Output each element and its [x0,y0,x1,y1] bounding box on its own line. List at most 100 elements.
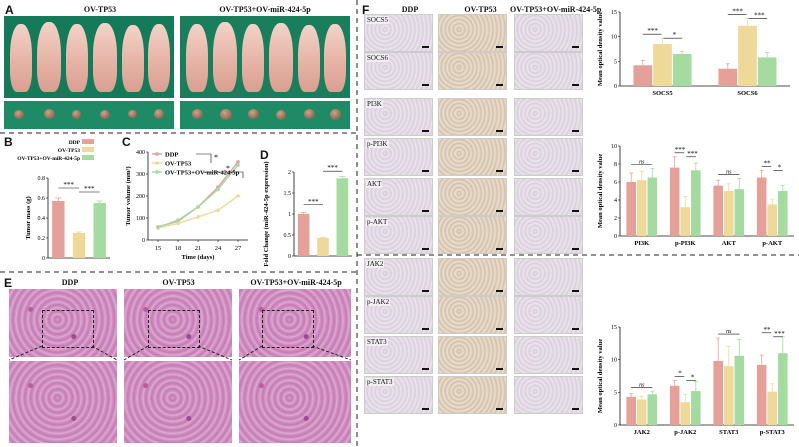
panel-label-e: E [4,276,13,290]
y-tick-label: 0 [614,423,617,429]
bar [778,191,788,236]
y-tick-label: 0 [614,234,617,240]
x-tick-label: p-AKT [762,240,783,247]
he-image-ovtp53-high [124,361,232,443]
sig-label: *** [675,146,686,154]
ihc-row-label-p-pi3k: p-PI3K [366,140,389,148]
panel-label-b: B [4,135,13,149]
bar [633,65,653,86]
sig-bracket [196,153,212,163]
panel-label-a: A [5,3,14,17]
bar [93,203,106,258]
he-image-combo-low [239,289,351,357]
sig-label: ** [763,326,771,334]
x-tick-label: SOCS5 [652,90,673,97]
scale-bar [496,368,503,370]
ihc-image-p-jak2-2 [514,296,583,334]
y-tick-label: 10 [611,358,617,364]
sig-label: *** [687,150,698,158]
data-point [216,187,220,192]
bar [336,178,349,256]
ihc-row-label-socs5: SOCS5 [366,16,390,24]
panel-a-group2-title: OV-TP53+OV-miR-424-5p [219,5,311,14]
ihc-image-p-stat3-1 [438,376,507,414]
sig-label: * [673,31,677,39]
data-point [236,160,240,164]
scale-bar [496,210,503,212]
sig-label: * [214,153,218,162]
y-tick-label: 1 [288,212,291,218]
y-axis-label: Tumor volume (mm³) [125,166,132,225]
y-tick-label: 10 [611,35,617,41]
ihc-image-pi3k-2 [514,98,583,136]
bar [647,394,658,425]
bar [723,366,734,425]
bar [647,177,658,236]
ihc-image-jak2-2 [514,258,583,296]
x-tick-label: 24 [215,245,222,252]
ihc-image-akt-1 [438,178,507,216]
panel-label-f: F [362,3,370,17]
y-tick-label: 0.5 [284,233,292,239]
sig-label: *** [63,181,74,189]
ihc-image-p-pi3k-1 [438,138,507,176]
data-point [216,208,220,213]
legend-label: OV-TP53+OV-miR-424-5p [17,156,80,162]
data-point [156,225,160,230]
ihc-image-akt-2 [514,178,583,216]
y-tick-label: 15 [611,325,617,331]
mice-photo-ov-tp53 [4,16,174,98]
zoom-box-combo [262,310,314,348]
ihc-image-p-jak2-1 [438,296,507,334]
legend-label: DDP [69,140,81,146]
scale-bar [572,84,579,86]
zoom-box-ovtp53 [148,310,200,348]
zoom-box-ddp [42,310,94,348]
socs-density-chart: 0 5 10 15 Mean optical density value SOCS5 SOC… [597,7,790,97]
sig-label: ns [639,160,645,166]
bar [723,191,734,236]
ihc-image-p-akt-1 [438,216,507,254]
scale-bar [422,290,429,292]
y-axis-label: Fold Change (miR-424-5p expression) [263,161,270,266]
jak-stat-density-chart: 0 5 10 15 Mean optical density value JAK2 p-JA… [597,325,794,436]
bar [713,360,723,425]
scale-bar [496,46,503,48]
bar [680,207,691,236]
y-tick-label: 0.4 [38,216,46,222]
legend-label: DDP [165,152,178,159]
data-point [236,163,240,167]
he-image-combo-high [239,361,351,443]
bar [626,396,636,425]
sig-label: * [226,164,230,173]
y-tick-label: 300 [136,172,145,178]
ihc-image-p-stat3-2 [514,376,583,414]
y-tick-label: 200 [136,194,145,200]
y-tick-label: 400 [136,150,145,156]
legend-marker [155,170,159,174]
y-tick-label: 0.6 [38,196,46,202]
tumor-volume-chart: 0 100 200 300 400 15 18 21 24 27 Time (days) Tumor … [125,150,248,261]
scale-bar [572,248,579,250]
x-tick-label: SOCS6 [737,90,758,97]
x-tick-label: PI3K [634,240,649,247]
scale-bar [572,368,579,370]
y-tick-label: 0 [614,84,617,90]
data-point [176,218,180,222]
tumors-photo-ov-tp53 [4,101,174,129]
y-tick-label: 1.5 [284,191,292,197]
ihc-row-label-p-stat3: p-STAT3 [366,378,394,386]
scale-bar [496,408,503,410]
scale-bar [572,46,579,48]
bar [713,185,723,236]
panel-a-group1-title: OV-TP53 [83,5,117,14]
y-tick-label: 2 [288,170,291,176]
scale-bar [422,46,429,48]
legend-label: OV-TP53+OV-miR-424-5p [165,170,240,177]
panel-e-col-combo: OV-TP53+OV-miR-424-5p [250,278,342,287]
y-tick-label: 4 [614,198,617,204]
scale-bar [422,84,429,86]
he-image-ovtp53-low [124,289,232,357]
scale-bar [422,170,429,172]
x-tick-label: JAK2 [634,429,650,436]
